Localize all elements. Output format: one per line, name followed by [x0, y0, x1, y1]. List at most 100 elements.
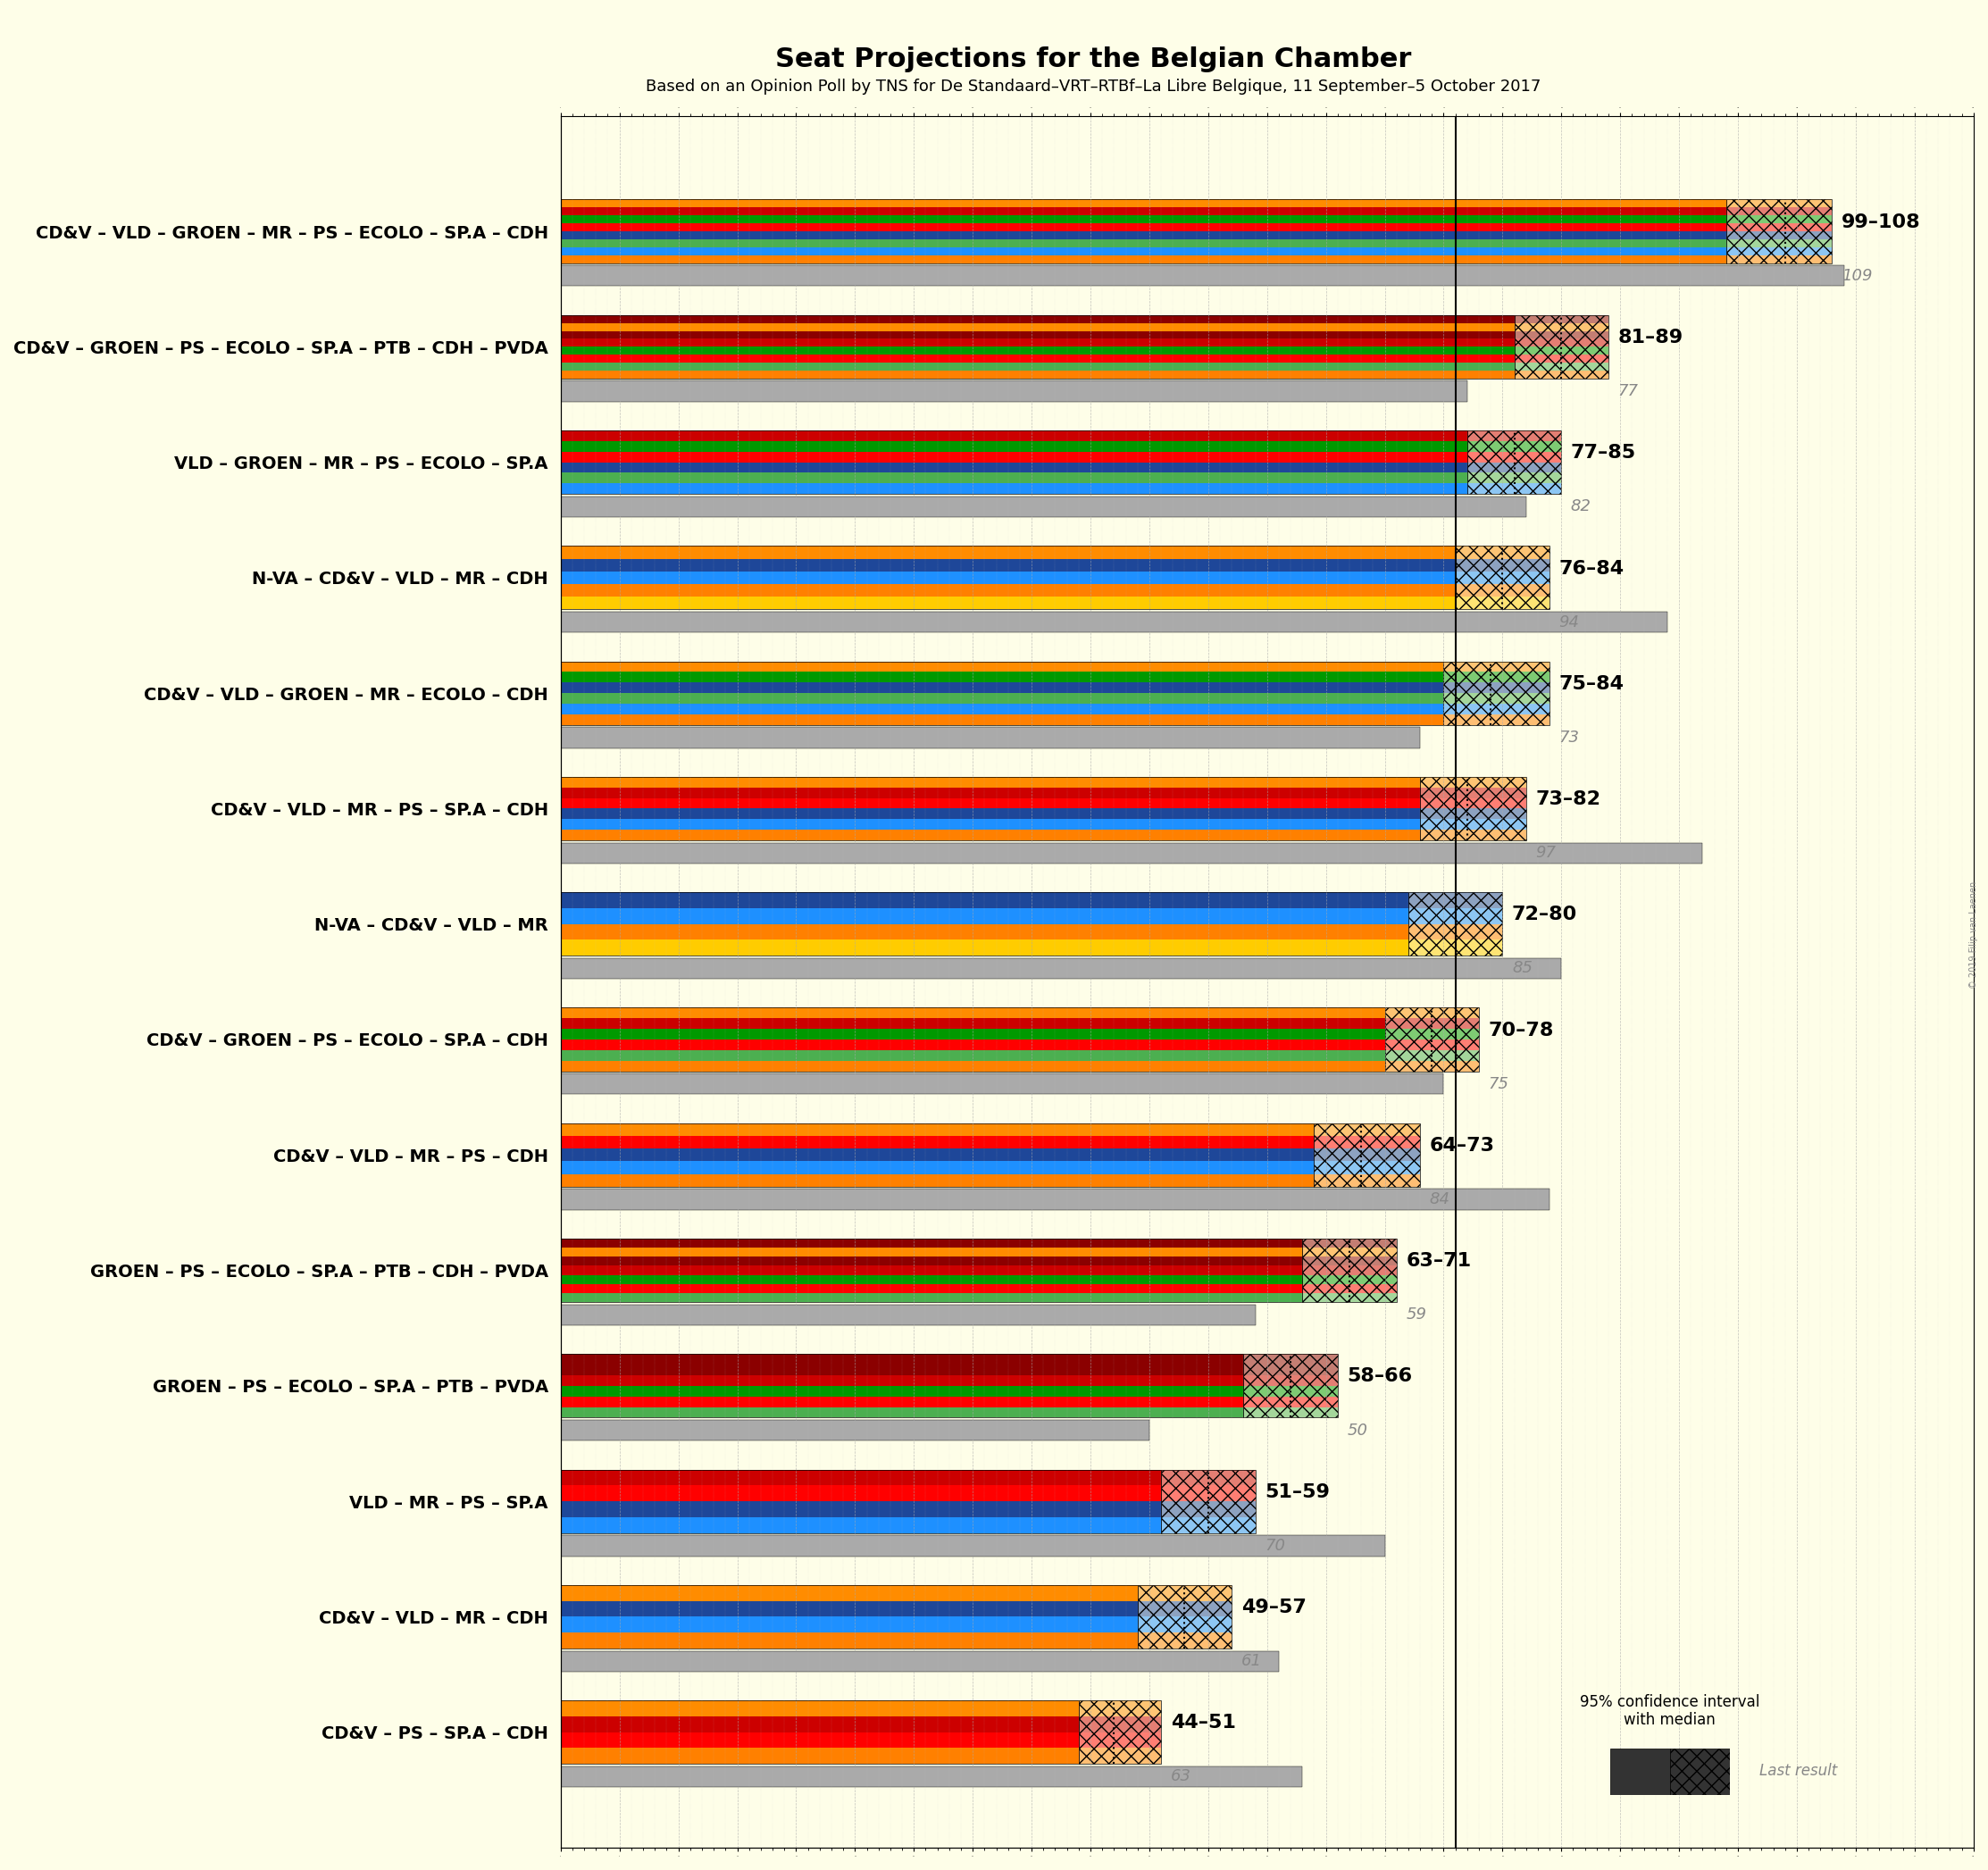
- Bar: [561, 430, 1467, 494]
- Bar: [1726, 247, 1833, 254]
- Text: 84: 84: [1429, 1191, 1449, 1208]
- Bar: [1386, 1051, 1479, 1060]
- Bar: [1443, 662, 1549, 726]
- Bar: [1242, 1386, 1338, 1397]
- Text: 75: 75: [1489, 1075, 1509, 1092]
- Bar: [1137, 1586, 1233, 1601]
- Bar: [561, 597, 1455, 610]
- Bar: [561, 559, 1455, 572]
- Bar: [561, 1485, 1161, 1502]
- Bar: [1079, 1700, 1161, 1717]
- Bar: [1302, 1285, 1396, 1292]
- Bar: [561, 254, 1726, 264]
- Bar: [561, 830, 1419, 840]
- Bar: [561, 892, 1408, 956]
- Bar: [561, 482, 1467, 494]
- Bar: [561, 1386, 1242, 1397]
- Bar: [561, 1148, 1314, 1161]
- Bar: [1242, 1406, 1338, 1417]
- Bar: [1242, 1365, 1338, 1374]
- Bar: [561, 370, 1515, 378]
- Bar: [561, 355, 1515, 363]
- Bar: [1515, 370, 1608, 378]
- Bar: [1242, 1374, 1338, 1386]
- Bar: [1242, 1354, 1338, 1417]
- Bar: [561, 1135, 1314, 1148]
- Bar: [561, 1174, 1314, 1187]
- Bar: [1314, 1161, 1419, 1174]
- Bar: [561, 1305, 1254, 1326]
- Text: 61: 61: [1241, 1653, 1262, 1670]
- Bar: [1443, 683, 1549, 694]
- Bar: [1726, 232, 1833, 239]
- Text: 63: 63: [1171, 1769, 1191, 1784]
- Bar: [561, 338, 1515, 346]
- Bar: [1302, 1238, 1396, 1247]
- Bar: [561, 314, 1515, 324]
- Bar: [561, 1019, 1386, 1028]
- Bar: [561, 1470, 1161, 1485]
- Bar: [1467, 462, 1561, 473]
- Bar: [561, 583, 1455, 597]
- Bar: [561, 1586, 1137, 1649]
- Bar: [1443, 703, 1549, 714]
- Text: 58–66: 58–66: [1348, 1367, 1411, 1386]
- Bar: [561, 776, 1419, 840]
- Bar: [561, 1060, 1386, 1072]
- Bar: [561, 957, 1561, 978]
- Bar: [1386, 1019, 1479, 1028]
- Bar: [1467, 482, 1561, 494]
- Bar: [561, 441, 1467, 453]
- Bar: [561, 1124, 1314, 1135]
- Bar: [1419, 776, 1527, 840]
- Bar: [1515, 363, 1608, 370]
- Text: © 2019 Filip van Laenen: © 2019 Filip van Laenen: [1970, 881, 1978, 989]
- Bar: [1314, 1135, 1419, 1148]
- Bar: [561, 453, 1467, 462]
- Bar: [1242, 1397, 1338, 1406]
- Bar: [561, 215, 1726, 223]
- Bar: [561, 462, 1467, 473]
- Bar: [1314, 1148, 1419, 1161]
- Bar: [561, 266, 1845, 286]
- Bar: [561, 611, 1668, 632]
- Text: 99–108: 99–108: [1841, 213, 1920, 232]
- Bar: [561, 1354, 1242, 1365]
- Bar: [1419, 830, 1527, 840]
- Bar: [561, 1365, 1242, 1374]
- Bar: [561, 1247, 1302, 1257]
- Bar: [561, 324, 1515, 331]
- Bar: [561, 808, 1419, 819]
- Bar: [1455, 559, 1549, 572]
- Bar: [561, 496, 1527, 516]
- Text: 59: 59: [1406, 1307, 1427, 1322]
- Bar: [561, 671, 1443, 683]
- Bar: [1408, 892, 1503, 956]
- Bar: [561, 662, 1443, 726]
- Bar: [561, 714, 1443, 726]
- Bar: [1161, 1485, 1254, 1502]
- Bar: [561, 1419, 1149, 1440]
- Bar: [561, 1633, 1137, 1649]
- Text: 77–85: 77–85: [1571, 443, 1636, 462]
- Bar: [1419, 798, 1527, 808]
- Text: 73: 73: [1559, 729, 1580, 746]
- Bar: [561, 1028, 1386, 1040]
- Bar: [561, 1651, 1278, 1672]
- Bar: [1455, 546, 1549, 559]
- Bar: [561, 1700, 1079, 1717]
- Bar: [561, 232, 1726, 239]
- Text: 50: 50: [1348, 1423, 1368, 1438]
- Bar: [561, 572, 1455, 583]
- Bar: [561, 1285, 1302, 1292]
- Bar: [1137, 1601, 1233, 1618]
- Bar: [1302, 1275, 1396, 1285]
- Bar: [1314, 1124, 1419, 1135]
- Bar: [561, 787, 1419, 798]
- Bar: [1161, 1470, 1254, 1533]
- Bar: [1467, 441, 1561, 453]
- Bar: [561, 1161, 1314, 1174]
- Bar: [1515, 324, 1608, 331]
- Bar: [1161, 1517, 1254, 1533]
- Bar: [561, 1008, 1386, 1019]
